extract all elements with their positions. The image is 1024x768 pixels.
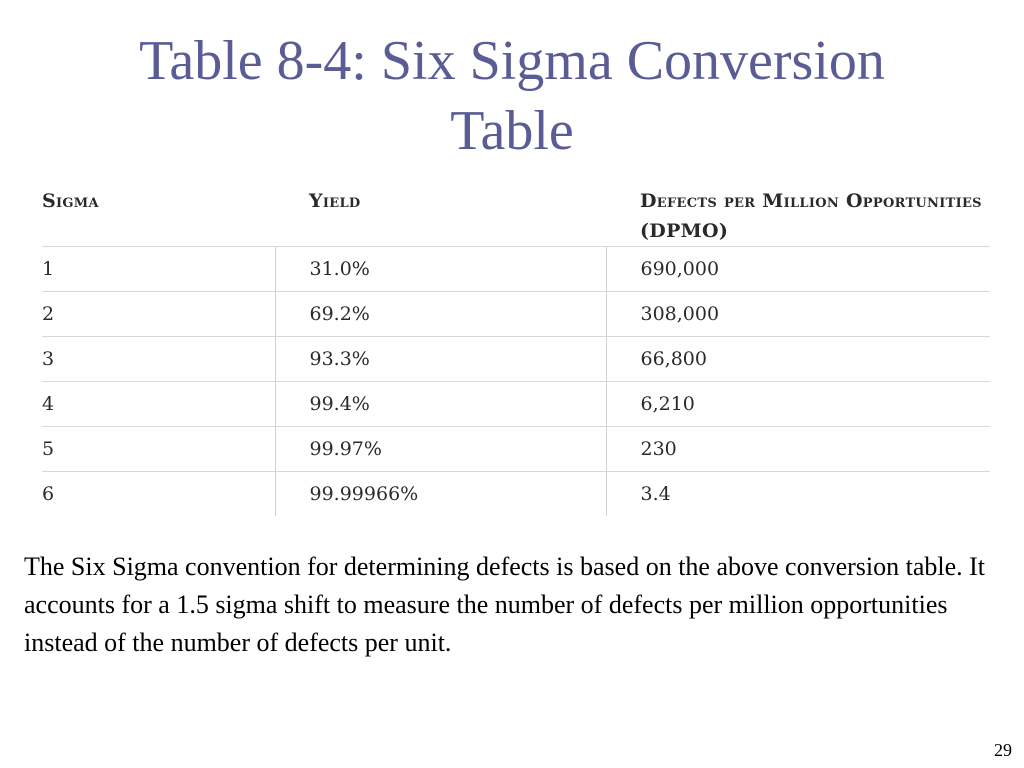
slide-title: Table 8-4: Six Sigma Conversion Table bbox=[0, 26, 1024, 166]
table-row: 2 69.2% 308,000 bbox=[42, 291, 990, 337]
header-dpmo: Defects per Million Opportunities (DPMO) bbox=[606, 186, 990, 247]
cell-yield: 99.99966% bbox=[274, 471, 606, 516]
header-sigma: Sigma bbox=[42, 186, 275, 247]
cell-yield: 99.4% bbox=[274, 381, 606, 427]
cell-sigma: 4 bbox=[42, 381, 275, 427]
cell-dpmo: 3.4 bbox=[605, 471, 990, 516]
cell-yield: 93.3% bbox=[274, 336, 606, 382]
slide-title-line-1: Table 8-4: Six Sigma Conversion bbox=[139, 30, 885, 92]
cell-dpmo: 308,000 bbox=[605, 291, 990, 337]
table-header-row: Sigma Yield Defects per Million Opportun… bbox=[42, 186, 990, 247]
cell-dpmo: 6,210 bbox=[605, 381, 990, 427]
cell-yield: 31.0% bbox=[274, 246, 606, 292]
cell-sigma: 3 bbox=[42, 336, 275, 382]
header-yield: Yield bbox=[275, 186, 606, 247]
slide-title-line-2: Table bbox=[450, 100, 574, 162]
cell-sigma: 2 bbox=[42, 291, 275, 337]
page-number: 29 bbox=[994, 740, 1012, 760]
cell-sigma: 1 bbox=[42, 246, 275, 292]
cell-yield: 69.2% bbox=[274, 291, 606, 337]
conversion-table: Sigma Yield Defects per Million Opportun… bbox=[42, 186, 990, 516]
cell-dpmo: 690,000 bbox=[605, 246, 990, 292]
table-row: 4 99.4% 6,210 bbox=[42, 381, 990, 427]
explanation-paragraph: The Six Sigma convention for determining… bbox=[24, 552, 986, 657]
conversion-table-container: Sigma Yield Defects per Million Opportun… bbox=[42, 186, 990, 516]
cell-dpmo: 66,800 bbox=[605, 336, 990, 382]
cell-dpmo: 230 bbox=[605, 426, 990, 472]
cell-sigma: 6 bbox=[42, 483, 55, 505]
table-row: 5 99.97% 230 bbox=[42, 426, 990, 472]
cell-yield: 99.97% bbox=[274, 426, 606, 472]
table-row: 3 93.3% 66,800 bbox=[42, 336, 990, 382]
cell-sigma: 5 bbox=[42, 426, 275, 472]
table-row: 1 31.0% 690,000 bbox=[42, 246, 990, 292]
table-row: 6 99.99966% 3.4 bbox=[42, 471, 990, 516]
